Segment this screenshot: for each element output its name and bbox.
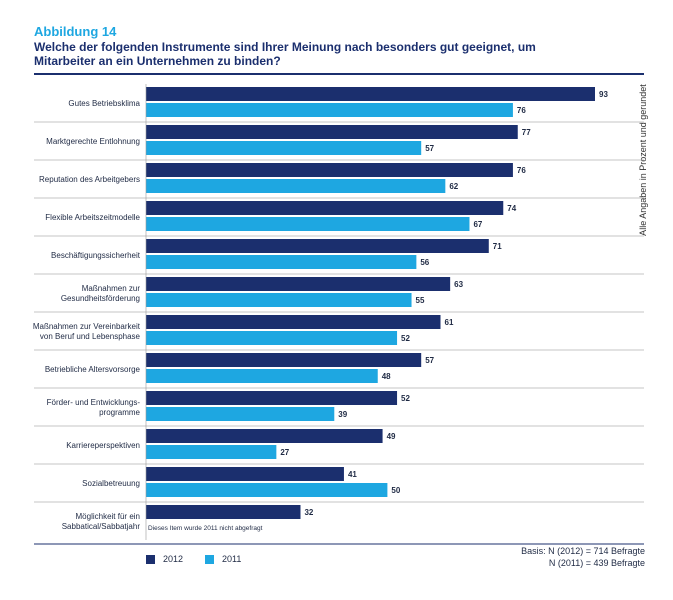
category-label: von Beruf und Lebensphase [40, 332, 141, 341]
value-label-2012: 49 [387, 432, 396, 441]
value-label-2012: 77 [522, 128, 531, 137]
value-label-2012: 74 [507, 204, 516, 213]
category-label: Maßnahmen zur [82, 284, 141, 293]
bar-2012 [146, 239, 489, 253]
value-label-2012: 57 [425, 356, 434, 365]
bar-chart: Gutes Betriebsklima 93 76 Marktgerechte Ent… [33, 84, 644, 545]
bar-2011 [146, 445, 277, 459]
category-label: programme [99, 408, 140, 417]
value-label-2011: 27 [280, 448, 289, 457]
category-label: Betriebliche Altersvorsorge [45, 365, 141, 374]
bar-2012 [146, 467, 344, 481]
title-divider [34, 73, 644, 75]
category-label: Sabbatical/Sabbatjahr [62, 522, 141, 531]
value-label-2012: 41 [348, 470, 357, 479]
value-label-2011: 67 [473, 220, 482, 229]
legend: 2012 2011 [146, 554, 241, 564]
bar-2012 [146, 353, 422, 367]
category-label: Marktgerechte Entlohnung [46, 137, 140, 146]
bar-2011 [146, 293, 412, 307]
value-label-2012: 76 [517, 166, 526, 175]
category-label: Maßnahmen zur Vereinbarkeit [33, 322, 141, 331]
bar-2012 [146, 163, 513, 177]
bar-2011 [146, 103, 513, 117]
figure-title: Welche der folgenden Instrumente sind Ih… [34, 40, 536, 68]
value-label-2011: 55 [416, 296, 425, 305]
bar-2011 [146, 369, 378, 383]
bar-2011 [146, 483, 388, 497]
category-label: Reputation des Arbeitgebers [39, 175, 140, 184]
value-label-2012: 32 [304, 508, 313, 517]
bar-2011 [146, 407, 335, 421]
missing-item-note: Dieses Item wurde 2011 nicht abgefragt [148, 525, 263, 532]
category-label: Karriereperspektiven [66, 441, 140, 450]
bar-2011 [146, 179, 446, 193]
bar-2012 [146, 505, 301, 519]
legend-swatch-2012 [146, 554, 155, 564]
bar-2012 [146, 429, 383, 443]
basis-note: Basis: N (2012) = 714 Befragte N (2011) … [521, 545, 645, 569]
category-label: Beschäftigungssicherheit [51, 251, 141, 260]
value-label-2011: 39 [338, 410, 347, 419]
value-label-2012: 63 [454, 280, 463, 289]
category-label: Möglichkeit für ein [76, 512, 140, 521]
category-label: Gesundheitsförderung [61, 294, 140, 303]
value-label-2011: 56 [420, 258, 429, 267]
legend-item-2012: 2012 [146, 554, 183, 564]
bar-2011 [146, 255, 417, 269]
bar-2012 [146, 87, 595, 101]
bar-2012 [146, 391, 398, 405]
bar-2012 [146, 315, 441, 329]
category-label: Flexible Arbeitszeitmodelle [45, 213, 140, 222]
value-label-2011: 50 [391, 486, 400, 495]
value-label-2011: 57 [425, 144, 434, 153]
value-label-2011: 62 [449, 182, 458, 191]
value-label-2012: 93 [599, 90, 608, 99]
value-label-2011: 48 [382, 372, 391, 381]
category-label: Förder- und Entwicklungs- [47, 398, 141, 407]
legend-swatch-2011 [205, 554, 215, 564]
value-label-2011: 52 [401, 334, 410, 343]
category-label: Sozialbetreuung [82, 479, 140, 488]
value-label-2011: 76 [517, 106, 526, 115]
legend-item-2011: 2011 [205, 554, 241, 564]
bar-2012 [146, 125, 518, 139]
legend-label-2011: 2011 [222, 554, 242, 564]
bar-2012 [146, 201, 504, 215]
value-label-2012: 52 [401, 394, 410, 403]
bar-2011 [146, 331, 398, 345]
value-label-2012: 61 [445, 318, 454, 327]
bar-2011 [146, 217, 470, 231]
value-label-2012: 71 [493, 242, 502, 251]
basis-line-2011: N (2011) = 439 Befragte [548, 558, 645, 568]
figure-label: Abbildung 14 [34, 24, 117, 39]
category-label: Gutes Betriebsklima [68, 99, 140, 108]
bar-2012 [146, 277, 451, 291]
bar-2011 [146, 141, 422, 155]
basis-line-2012: Basis: N (2012) = 714 Befragte [521, 546, 645, 556]
legend-label-2012: 2012 [163, 554, 184, 564]
